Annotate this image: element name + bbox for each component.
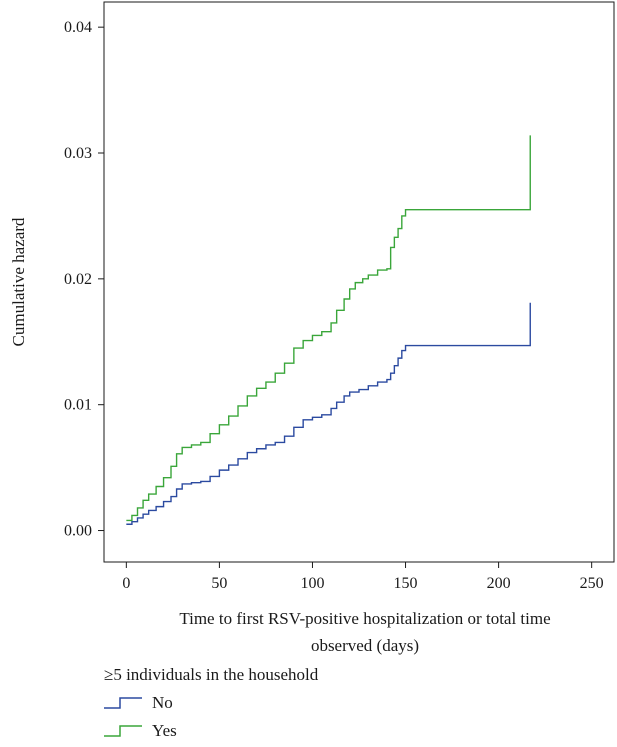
series-line-no: [126, 302, 531, 525]
x-tick-label: 150: [394, 575, 418, 592]
hazard-chart: 0.00 0.01 0.02 0.03 0.04 0 50 100 150 200 250 Cum…: [9, 1, 615, 655]
x-tick-label: 100: [300, 575, 324, 592]
x-axis-title-line-2: observed (days): [311, 636, 419, 655]
y-tick-label: 0.00: [64, 523, 92, 540]
plot-border: [103, 1, 615, 563]
series-layer: [126, 135, 531, 525]
legend-label-no: No: [152, 693, 173, 712]
plot-frame: [103, 1, 615, 563]
legend-label-yes: Yes: [152, 721, 177, 740]
series-line-yes: [126, 135, 531, 522]
legend-item-yes: Yes: [104, 721, 177, 741]
y-tick-label: 0.04: [64, 19, 92, 36]
legend-swatch-no: [104, 697, 142, 709]
legend-swatch-yes: [104, 725, 142, 737]
legend-title: ≥5 individuals in the household: [104, 665, 319, 684]
y-tick-label: 0.03: [64, 145, 92, 162]
y-axis: 0.00 0.01 0.02 0.03 0.04: [64, 19, 104, 540]
x-tick-label: 200: [487, 575, 511, 592]
x-axis: 0 50 100 150 200 250: [122, 562, 604, 592]
x-axis-title-line-1: Time to first RSV-positive hospitalizati…: [179, 609, 550, 628]
legend-item-no: No: [104, 693, 173, 713]
y-tick-label: 0.01: [64, 397, 92, 414]
y-tick-label: 0.02: [64, 271, 92, 288]
x-tick-label: 50: [211, 575, 227, 592]
y-axis-title: Cumulative hazard: [9, 217, 28, 346]
x-tick-label: 0: [122, 575, 130, 592]
x-tick-label: 250: [580, 575, 604, 592]
